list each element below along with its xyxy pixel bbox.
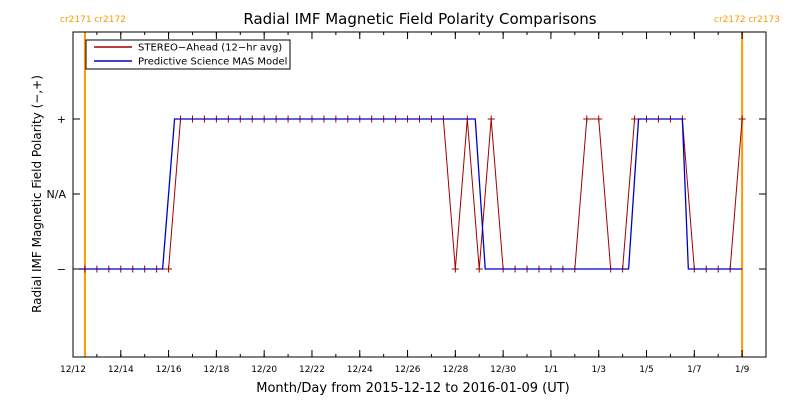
series-layer [78, 115, 746, 273]
data-point-marker [595, 115, 603, 123]
carrington-label: cr2172 cr2173 [714, 15, 780, 25]
chart-title: Radial IMF Magnetic Field Polarity Compa… [243, 10, 596, 28]
x-axis-label: Month/Day from 2015-12-12 to 2016-01-09 … [256, 381, 569, 396]
x-tick-label: 12/20 [251, 365, 277, 375]
data-point-marker [487, 115, 495, 123]
y-tick-label: − [57, 263, 66, 276]
x-tick-label: 12/16 [156, 365, 182, 375]
x-tick-label: 1/3 [591, 365, 605, 375]
data-point-marker [631, 115, 639, 123]
y-axis-label: Radial IMF Magnetic Field Polarity (−,+) [30, 75, 44, 313]
x-tick-label: 12/22 [299, 365, 325, 375]
x-tick-label: 12/26 [395, 365, 421, 375]
y-tick-label: + [57, 113, 66, 126]
x-tick-label: 12/12 [60, 365, 86, 375]
legend: STEREO−Ahead (12−hr avg) Predictive Scie… [85, 39, 291, 70]
x-tick-label: 1/9 [735, 365, 750, 375]
data-point-marker [165, 265, 173, 273]
legend-label-mas-model: Predictive Science MAS Model [138, 57, 287, 68]
x-tick-label: 12/30 [490, 365, 516, 375]
axes: 12/12 12/14 12/16 12/18 12/20 12/22 12/24 12/26… [47, 31, 767, 375]
x-tick-label: 12/14 [108, 365, 134, 375]
x-tick-label: 1/1 [544, 365, 558, 375]
x-tick-label: 12/18 [203, 365, 229, 375]
x-tick-label: 1/5 [639, 365, 653, 375]
x-tick-label: 12/28 [442, 365, 468, 375]
data-point-marker [475, 265, 483, 273]
data-point-marker [583, 115, 591, 123]
data-point-marker [738, 115, 746, 123]
data-point-marker [451, 265, 459, 273]
y-tick-label: N/A [47, 188, 67, 201]
x-tick-label: 1/7 [687, 365, 701, 375]
series-line-mas-model [78, 118, 743, 270]
carrington-label: cr2171 cr2172 [60, 15, 126, 25]
legend-box [85, 39, 291, 70]
x-tick-label: 12/24 [347, 365, 373, 375]
carrington-rotation-markers: cr2171 cr2172 cr2172 cr2173 [60, 15, 780, 357]
legend-label-stereo-ahead: STEREO−Ahead (12−hr avg) [138, 43, 282, 54]
